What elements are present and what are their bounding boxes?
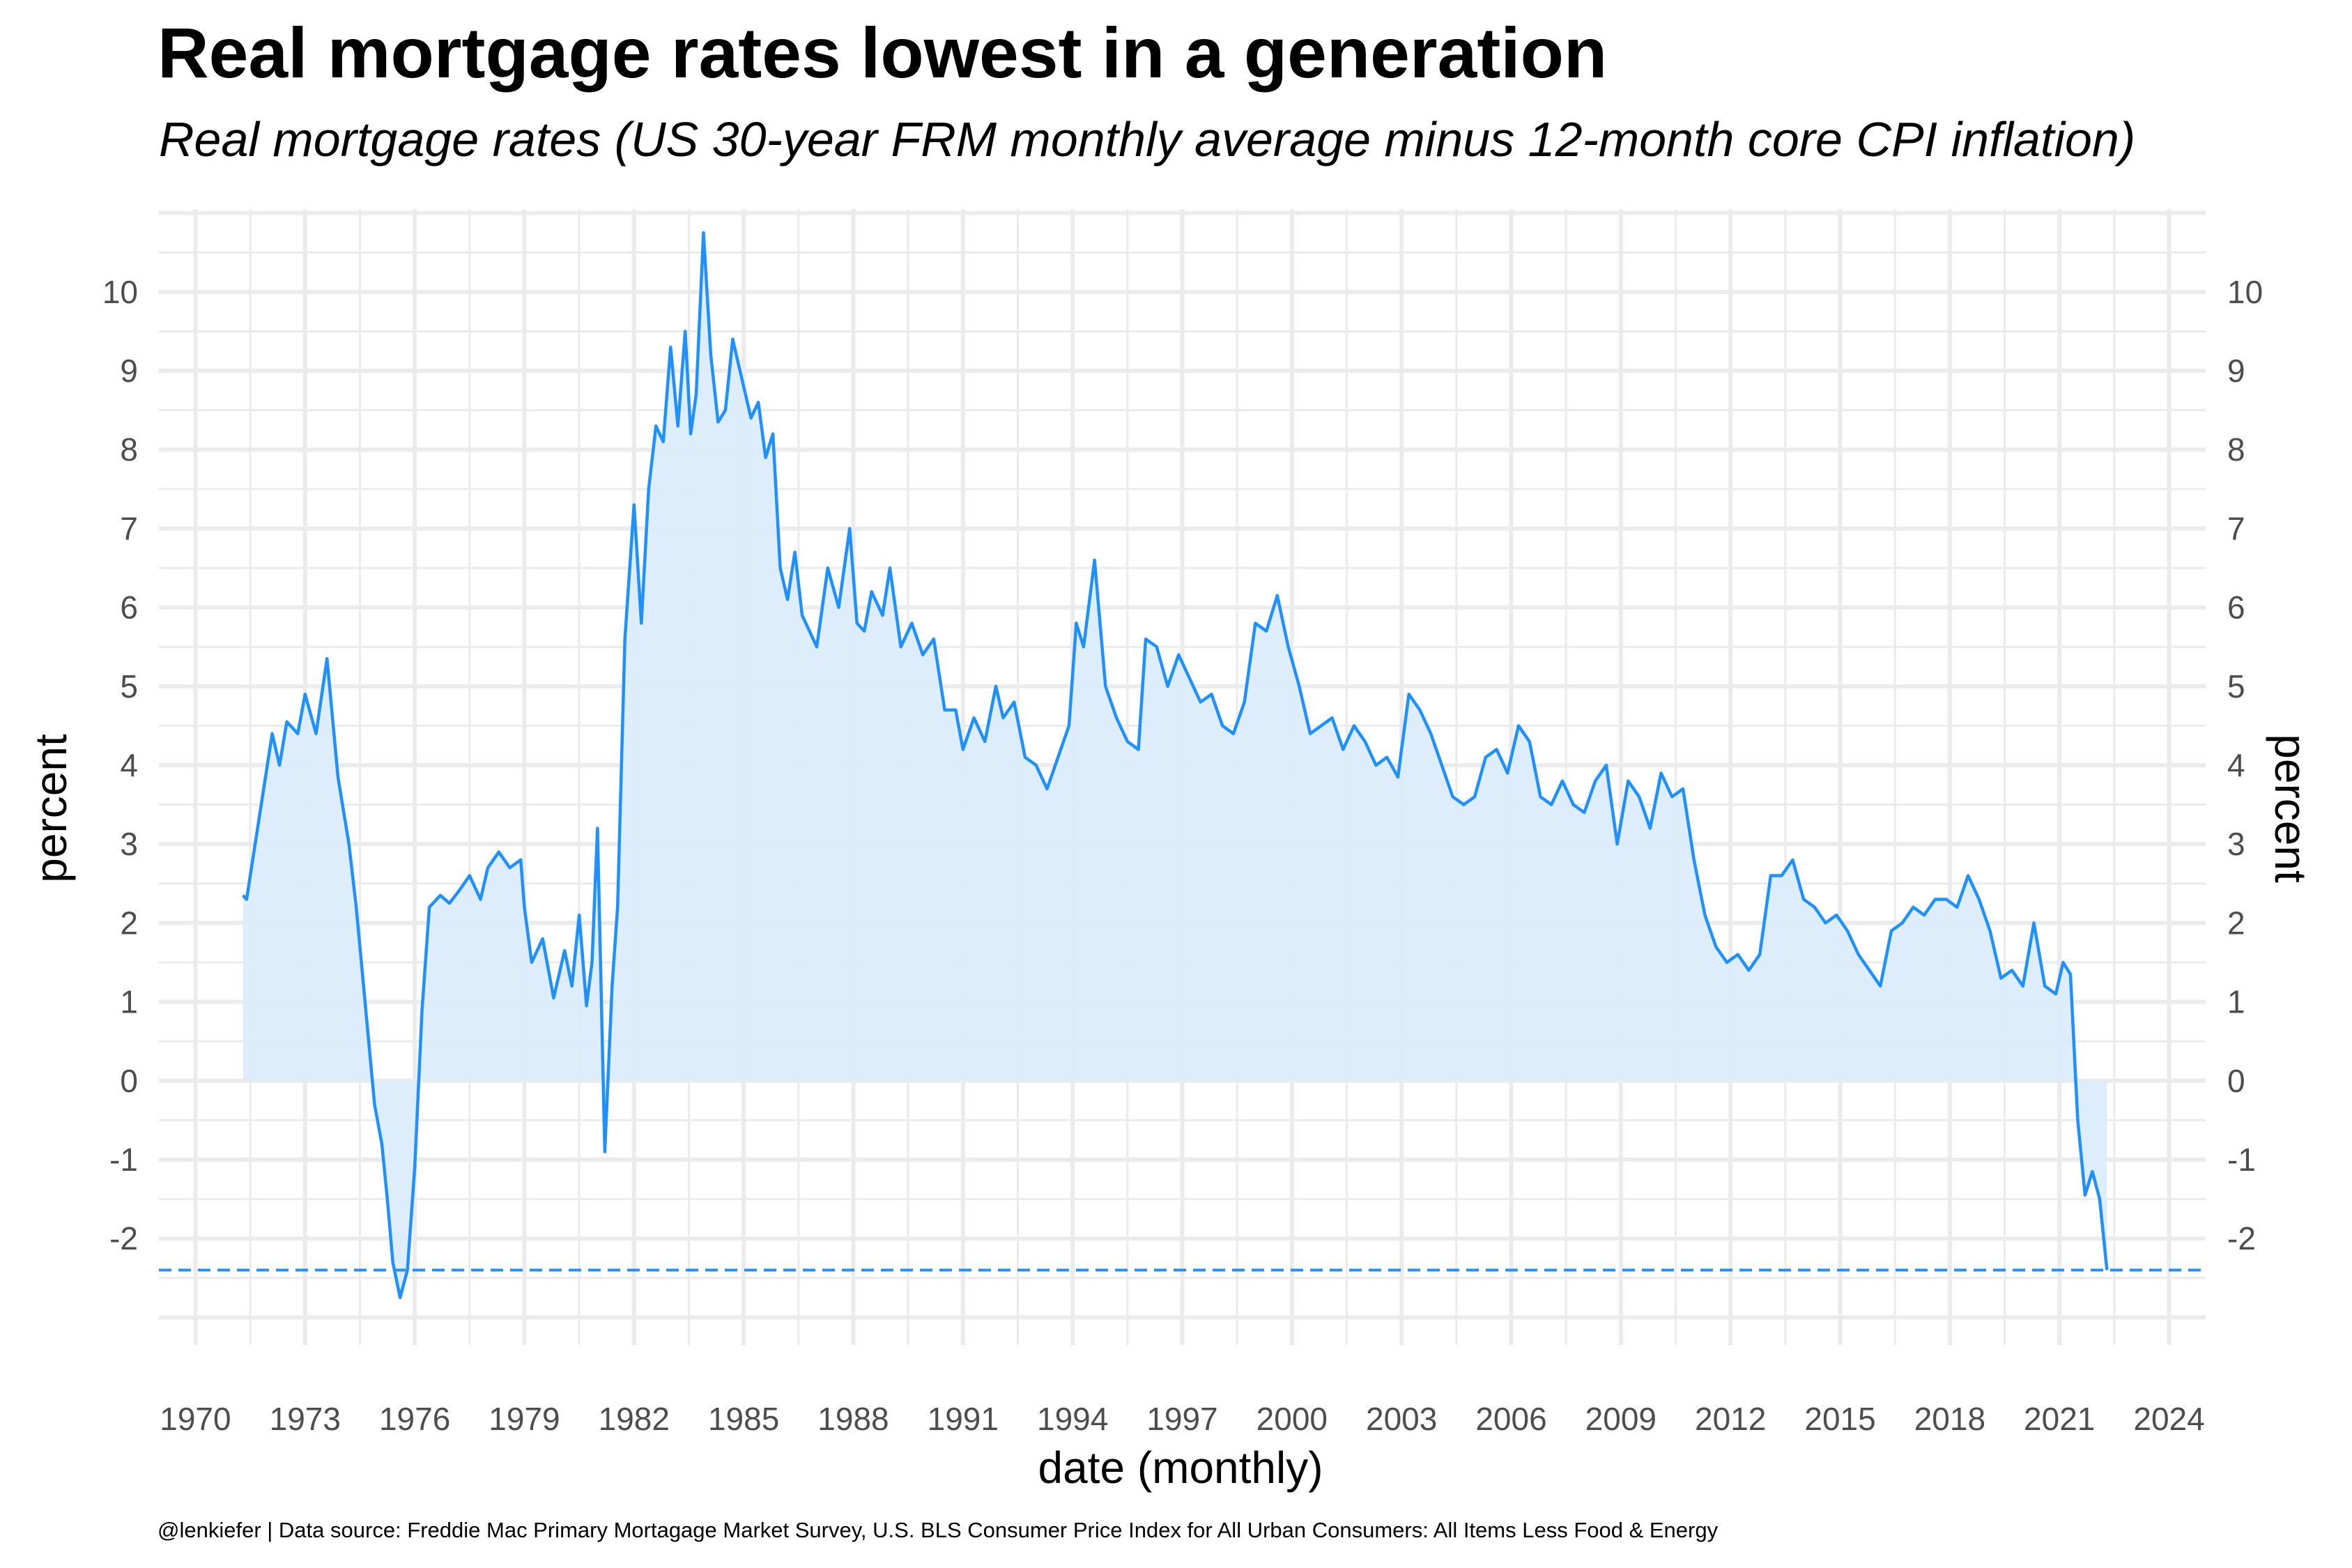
y-tick-label-left: 5 [120,668,138,705]
y-tick-label-left: 10 [102,274,138,310]
chart-subtitle: Real mortgage rates (US 30-year FRM mont… [159,112,2136,167]
data-line [241,231,2109,1300]
y-tick-label-right: 6 [2227,590,2245,626]
y-tick-label-right: -2 [2227,1220,2256,1256]
x-tick-label: 2003 [1366,1401,1437,1437]
y-tick-label-right: 1 [2227,984,2245,1020]
x-tick-label: 2021 [2024,1401,2095,1437]
x-tick-label: 1976 [379,1401,450,1437]
y-tick-label-left: 9 [120,353,138,389]
area-fill [243,232,2107,1298]
y-tick-label-right: 7 [2227,510,2245,546]
chart-title: Real mortgage rates lowest in a generati… [157,13,1608,93]
x-tick-label: 1973 [270,1401,341,1437]
y-tick-label-left: 7 [120,510,138,546]
x-tick-label: 2024 [2133,1401,2204,1437]
y-tick-label-right: 9 [2227,353,2245,389]
x-tick-label: 2015 [1804,1401,1875,1437]
y-axis-title-right: percent [2266,734,2316,883]
y-tick-label-left: -1 [109,1142,138,1178]
x-tick-label: 2000 [1256,1401,1328,1437]
chart-caption: @lenkiefer | Data source: Freddie Mac Pr… [157,1518,1719,1542]
y-tick-label-left: 4 [120,747,138,783]
x-tick-label: 2009 [1585,1401,1657,1437]
x-tick-label: 1991 [928,1401,999,1437]
x-tick-label: 1988 [817,1401,889,1437]
y-tick-label-right: -1 [2227,1142,2256,1178]
x-axis: 1970 1973 1976 1979 1982 1985 1988 1991 1994 1997… [160,1401,2204,1437]
data-area [243,232,2107,1298]
x-tick-label: 1979 [489,1401,560,1437]
y-axis-title-left: percent [26,734,76,883]
x-tick-label: 2006 [1475,1401,1546,1437]
y-tick-label-left: 8 [120,431,138,468]
x-tick-label: 2018 [1914,1401,1985,1437]
y-axis-left: -2 -1 0 1 2 3 4 5 6 7 8 9 10 [102,274,138,1256]
x-axis-title: date (monthly) [1038,1443,1323,1493]
y-axis-right: -2 -1 0 1 2 3 4 5 6 7 8 9 10 [2227,274,2263,1256]
x-tick-label: 1985 [708,1401,779,1437]
x-tick-label: 1970 [160,1401,231,1437]
y-tick-label-right: 5 [2227,668,2245,705]
y-tick-label-left: 2 [120,905,138,941]
y-tick-label-left: 3 [120,826,138,862]
y-tick-label-left: -2 [109,1220,138,1256]
data-line-group [241,231,2109,1300]
y-tick-label-left: 6 [120,590,138,626]
y-tick-label-right: 0 [2227,1063,2245,1099]
x-tick-label: 1982 [599,1401,670,1437]
x-tick-label: 2012 [1695,1401,1766,1437]
y-tick-label-right: 4 [2227,747,2245,783]
y-tick-label-left: 1 [120,984,138,1020]
x-tick-label: 1997 [1146,1401,1217,1437]
x-tick-label: 1994 [1037,1401,1108,1437]
y-tick-label-right: 10 [2227,274,2263,310]
y-tick-label-right: 8 [2227,431,2245,468]
y-tick-label-left: 0 [120,1063,138,1099]
y-tick-label-right: 3 [2227,826,2245,862]
y-tick-label-right: 2 [2227,905,2245,941]
